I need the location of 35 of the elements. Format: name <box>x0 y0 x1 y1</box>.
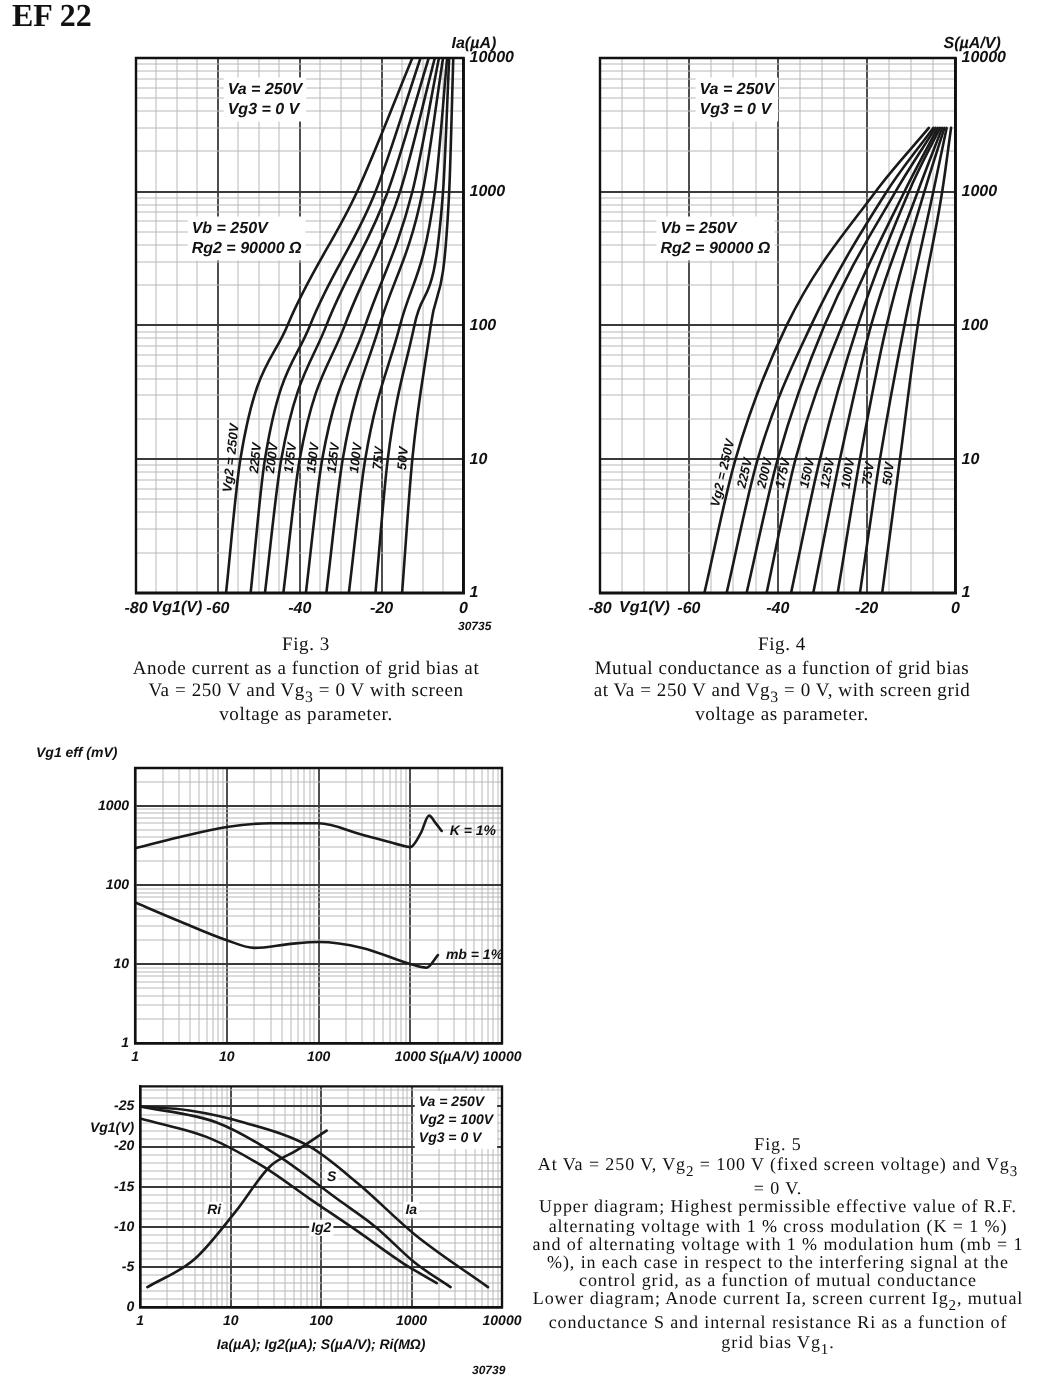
annotation: Va = 250V Vg3 = 0 V <box>699 79 776 118</box>
text: EF 22 <box>12 0 92 36</box>
annotation: Va = 250V Vg3 = 0 V <box>227 79 304 118</box>
y-tick-label: 10000 <box>961 48 1008 67</box>
y-tick-label: 1000 <box>961 182 999 201</box>
y-tick-label: 10 <box>961 449 981 468</box>
x-axis-title: Vg1(V) <box>151 598 203 617</box>
text: Upper diagram; Highest permissible effective value of R.F. alternating voltage with 1 % cross modulation (K = 1 %) and of alternating voltage with 1 % modulation hum (mb = 1 %), in each case in respect to the interfering signal at the control grid, as a function of mutual conductance <box>532 1196 1024 1291</box>
caption: Fig. 5 <box>752 1134 804 1155</box>
text: Fig. 4 <box>756 636 808 658</box>
x-tick-label: -80 <box>124 598 149 617</box>
x-tick-label: -20 <box>855 598 880 617</box>
x-tick-label: -60 <box>206 598 231 617</box>
y-tick-label: 100 <box>961 315 990 334</box>
y-tick-label: 10000 <box>469 48 516 67</box>
y-tick-label: 1 <box>469 583 480 602</box>
text: Fig. 3 <box>280 636 332 658</box>
text: Anode current as a function of grid bias at Va = 250 V and Vg$_{3}$ = 0 V with screen voltage as parameter. <box>130 659 482 728</box>
annotation: Vb = 250V Rg2 = 90000 Ω <box>660 218 772 257</box>
annotation: Vb = 250V Rg2 = 90000 Ω <box>191 218 304 257</box>
x-axis-title: Vg1(V) <box>619 598 671 617</box>
x-tick-label: -60 <box>677 598 702 617</box>
x-tick-label: -40 <box>288 598 313 617</box>
y-axis-title: Ia(µA) <box>451 34 497 53</box>
y-tick-label: 1000 <box>469 182 507 201</box>
text: Lower diagram; Anode current Ia, screen current Ig$_{2}$, mutual conductance S and internal resistance Ri as a function of grid bias Vg$_{1}$. <box>532 1288 1024 1358</box>
text: Mutual conductance as a function of grid bias at Va = 250 V and Vg$_{3}$ = 0 V, with screen grid voltage as parameter. <box>591 659 973 728</box>
y-tick-label: 100 <box>469 315 498 334</box>
text: At Va = 250 V, Vg$_{2}$ = 100 V (fixed screen voltage) and Vg$_{3}$ = 0 V. <box>537 1154 1019 1199</box>
x-tick-label: -40 <box>766 598 791 617</box>
x-tick-label: -80 <box>588 598 613 617</box>
y-tick-label: 1 <box>961 583 972 602</box>
y-axis-title: S(µA/V) <box>943 34 1002 53</box>
y-tick-label: 10 <box>469 449 489 468</box>
x-tick-label: -20 <box>370 598 395 617</box>
